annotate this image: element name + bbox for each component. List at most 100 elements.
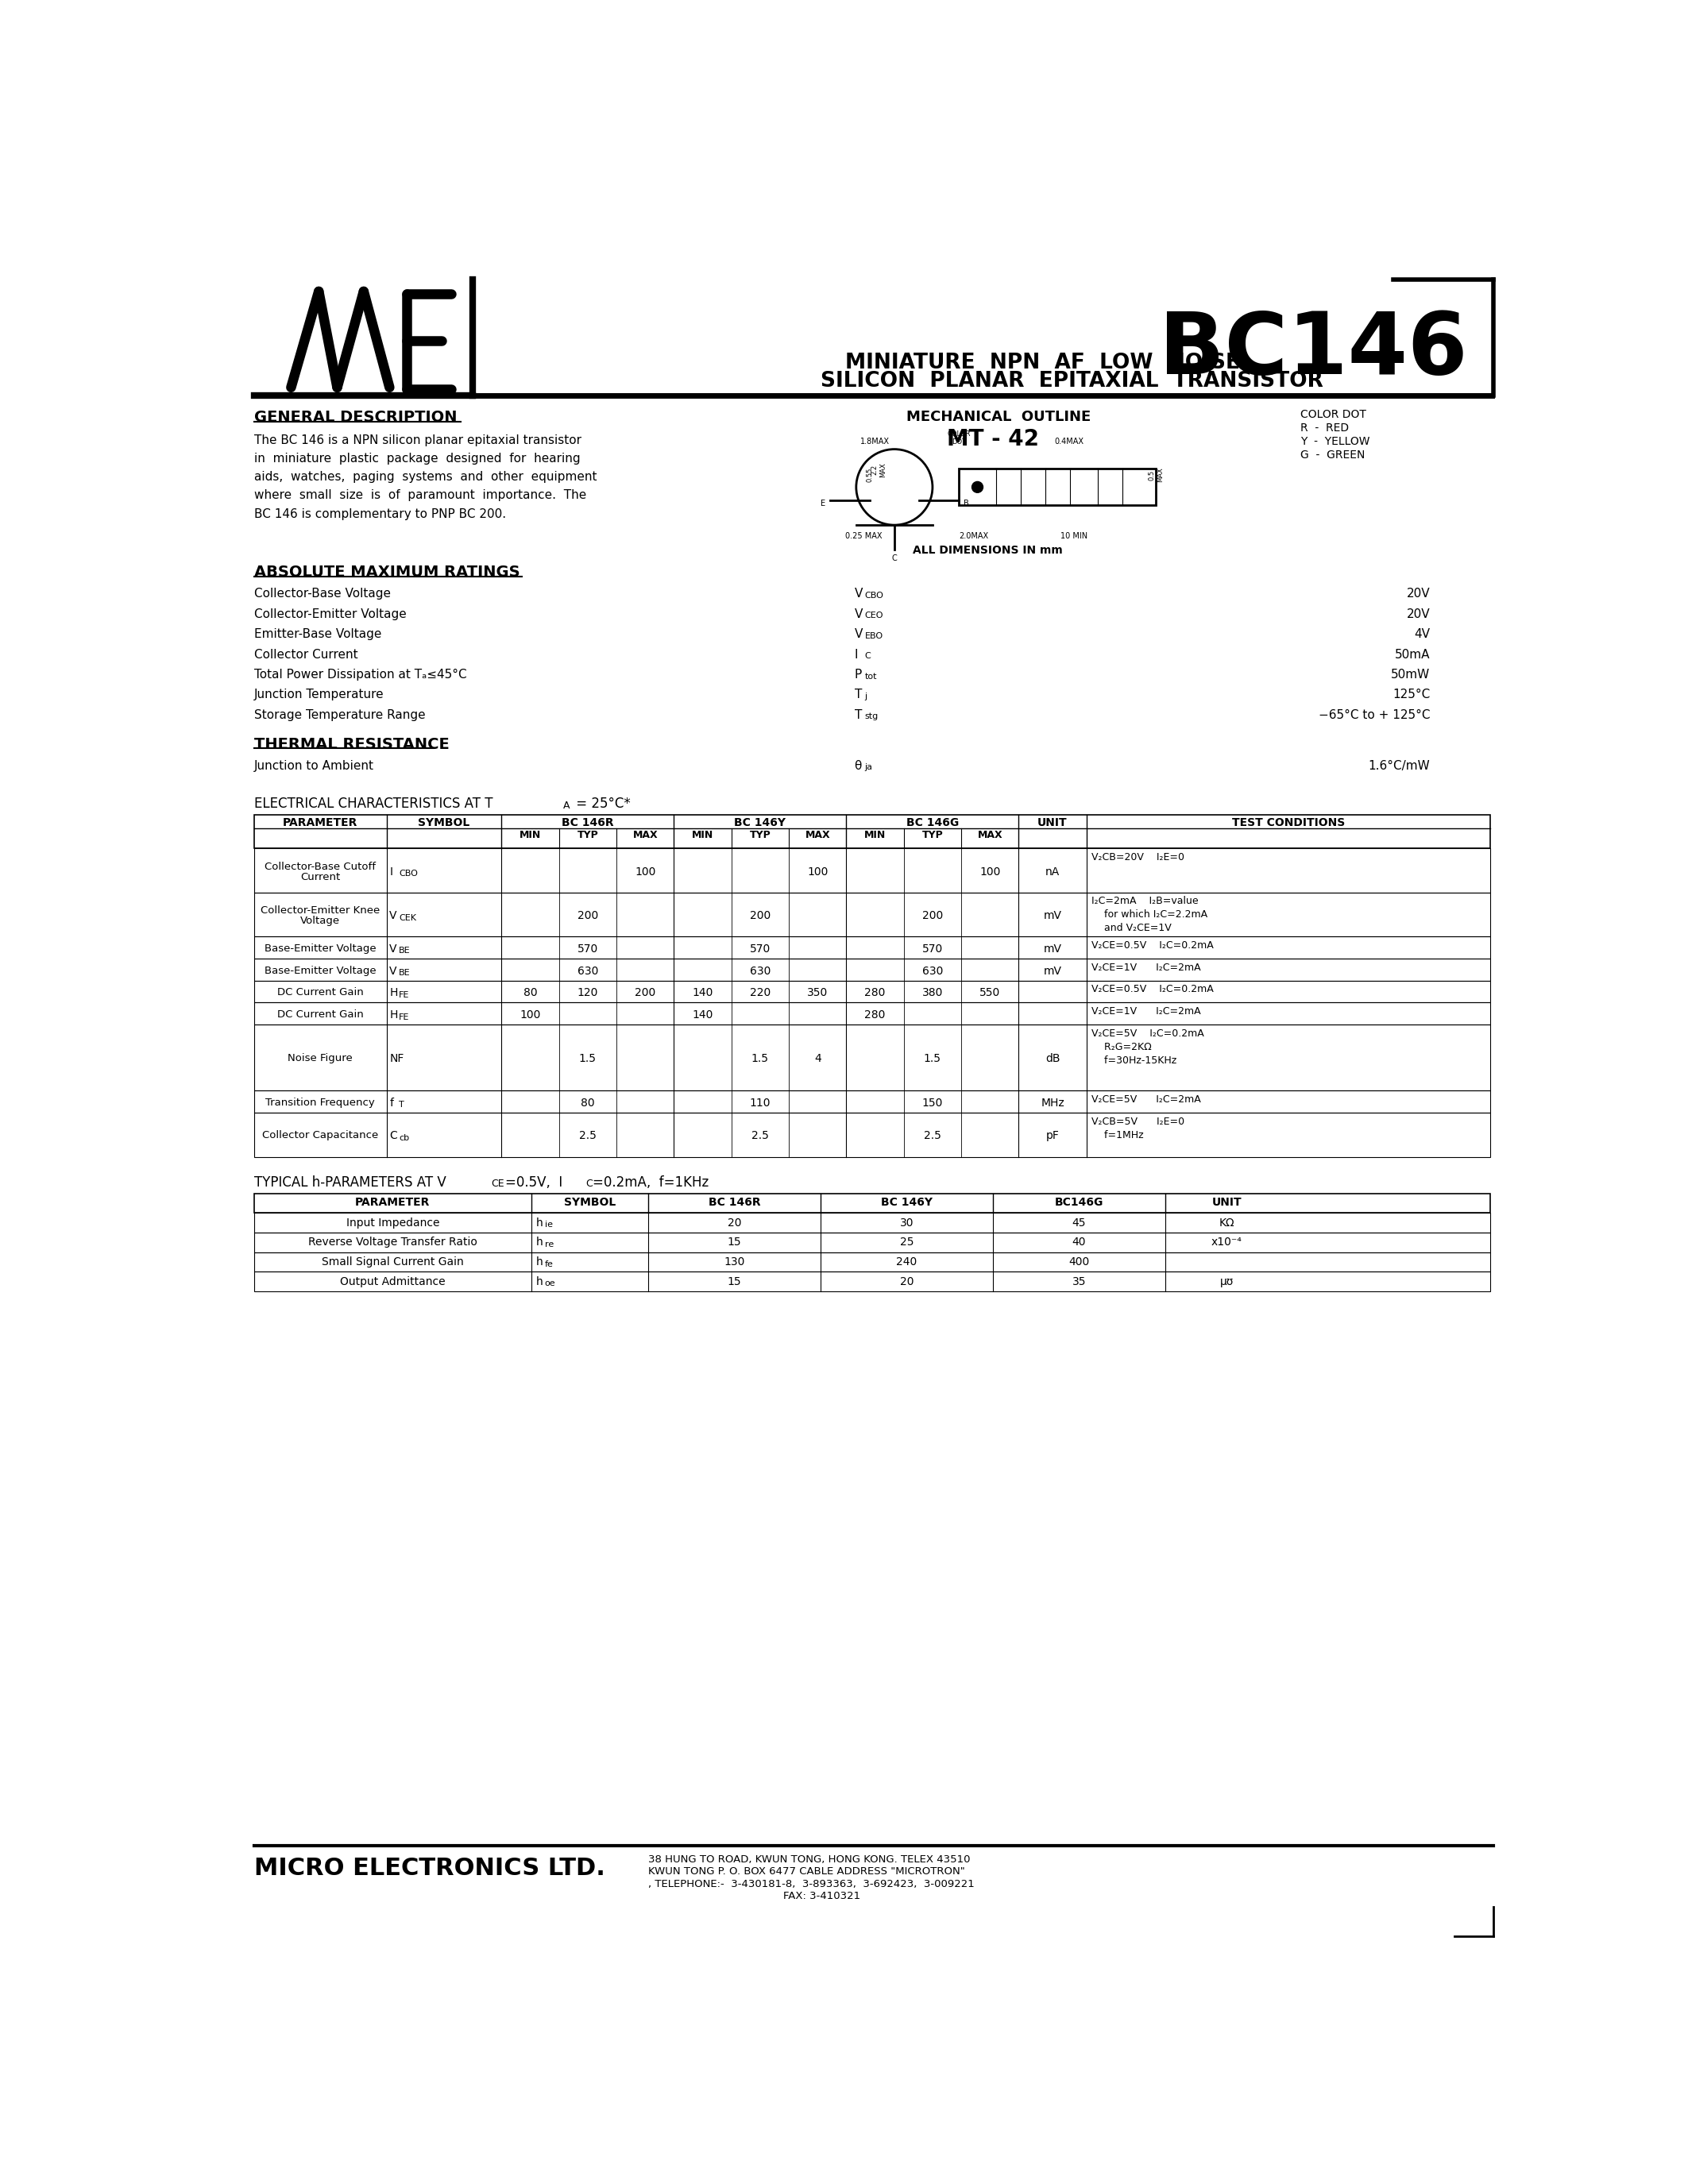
Text: f=1MHz: f=1MHz [1092, 1129, 1143, 1140]
Text: cb: cb [398, 1133, 408, 1142]
Text: j: j [864, 692, 868, 701]
Text: ALL DIMENSIONS IN mm: ALL DIMENSIONS IN mm [913, 544, 1063, 555]
Text: H: H [390, 1009, 398, 1020]
Text: θ: θ [854, 760, 863, 771]
Text: 200: 200 [577, 911, 598, 922]
Text: mV: mV [1043, 965, 1062, 976]
Text: E: E [820, 500, 825, 507]
Text: re: re [545, 1241, 554, 1249]
Text: oe: oe [545, 1280, 555, 1289]
Text: pF: pF [1047, 1131, 1060, 1142]
Text: 20: 20 [728, 1216, 741, 1227]
Text: =0.2mA,  f=1KHz: =0.2mA, f=1KHz [592, 1175, 709, 1190]
Text: Collector-Base Cutoff: Collector-Base Cutoff [265, 860, 376, 871]
Bar [255, 1024, 1491, 1090]
Text: 110: 110 [749, 1096, 771, 1109]
Text: where  small  size  is  of  paramount  importance.  The: where small size is of paramount importa… [255, 489, 586, 502]
Text: Collector-Base Voltage: Collector-Base Voltage [255, 587, 390, 601]
Text: Voltage: Voltage [300, 915, 341, 926]
Text: CEK: CEK [398, 913, 417, 922]
Text: h: h [537, 1275, 544, 1286]
Text: V₂CE=1V      I₂C=2mA: V₂CE=1V I₂C=2mA [1092, 963, 1200, 972]
Text: 350: 350 [807, 987, 829, 998]
Text: BC 146Y: BC 146Y [881, 1197, 932, 1208]
Text: f: f [390, 1096, 393, 1109]
Text: BC 146G: BC 146G [906, 817, 959, 828]
Text: 25: 25 [900, 1236, 913, 1247]
Text: MAX: MAX [977, 830, 1003, 841]
Text: Total Power Dissipation at Tₐ≤45°C: Total Power Dissipation at Tₐ≤45°C [255, 668, 466, 681]
Text: 20: 20 [900, 1275, 913, 1286]
Text: Reverse Voltage Transfer Ratio: Reverse Voltage Transfer Ratio [307, 1236, 478, 1247]
Text: KΩ: KΩ [1219, 1216, 1234, 1227]
Text: THERMAL RESISTANCE: THERMAL RESISTANCE [255, 736, 449, 751]
Text: C: C [586, 1179, 592, 1188]
Bar [255, 1212, 1491, 1232]
Text: BC146: BC146 [1160, 308, 1467, 393]
Text: TEST CONDITIONS: TEST CONDITIONS [1232, 817, 1345, 828]
Text: 630: 630 [749, 965, 771, 976]
Text: Junction to Ambient: Junction to Ambient [255, 760, 375, 771]
Text: for which I₂C=2.2mA: for which I₂C=2.2mA [1092, 911, 1207, 919]
Text: Storage Temperature Range: Storage Temperature Range [255, 710, 425, 721]
Text: 1.8MAX: 1.8MAX [861, 437, 890, 446]
Bar [255, 815, 1491, 850]
Text: 4V: 4V [1415, 629, 1430, 640]
Text: and V₂CE=1V: and V₂CE=1V [1092, 924, 1171, 933]
Text: =0.5V,  I: =0.5V, I [505, 1175, 562, 1190]
Text: 100: 100 [635, 867, 655, 878]
Text: The BC 146 is a NPN silicon planar epitaxial transistor: The BC 146 is a NPN silicon planar epita… [255, 435, 581, 446]
Text: Base-Emitter Voltage: Base-Emitter Voltage [265, 965, 376, 976]
Text: FAX: 3-410321: FAX: 3-410321 [783, 1891, 861, 1902]
Text: C: C [390, 1131, 397, 1142]
Text: BE: BE [398, 970, 410, 976]
Text: fe: fe [545, 1260, 554, 1269]
Text: T: T [854, 710, 863, 721]
Text: mV: mV [1043, 911, 1062, 922]
Text: MECHANICAL  OUTLINE: MECHANICAL OUTLINE [906, 411, 1090, 424]
Text: 140: 140 [692, 1009, 712, 1020]
Text: 50mW: 50mW [1391, 668, 1430, 681]
Text: C: C [891, 555, 896, 561]
Text: Collector Capacitance: Collector Capacitance [262, 1131, 378, 1140]
Text: 35: 35 [1072, 1275, 1085, 1286]
Text: μʊ: μʊ [1220, 1275, 1234, 1286]
Text: NF: NF [390, 1053, 403, 1064]
Text: PARAMETER: PARAMETER [354, 1197, 430, 1208]
Text: PARAMETER: PARAMETER [284, 817, 358, 828]
Text: SYMBOL: SYMBOL [564, 1197, 616, 1208]
Text: V: V [390, 965, 397, 976]
Text: 4: 4 [814, 1053, 820, 1064]
Text: V₂CB=20V    I₂E=0: V₂CB=20V I₂E=0 [1092, 852, 1185, 863]
Text: DC Current Gain: DC Current Gain [277, 1009, 363, 1020]
Text: , TELEPHONE:-  3-430181-8,  3-893363,  3-692423,  3-009221: , TELEPHONE:- 3-430181-8, 3-893363, 3-69… [648, 1878, 974, 1889]
Text: TYP: TYP [749, 830, 771, 841]
Text: BE: BE [398, 948, 410, 954]
Text: CEO: CEO [864, 612, 883, 620]
Text: DC Current Gain: DC Current Gain [277, 987, 363, 998]
Text: V₂CE=1V      I₂C=2mA: V₂CE=1V I₂C=2mA [1092, 1007, 1200, 1016]
Text: Output Admittance: Output Admittance [339, 1275, 446, 1286]
Text: BC146G: BC146G [1055, 1197, 1104, 1208]
Bar [255, 1192, 1491, 1212]
Text: 125°C: 125°C [1393, 688, 1430, 701]
Bar [255, 981, 1491, 1002]
Text: CE: CE [491, 1179, 505, 1188]
Text: dB: dB [1045, 1053, 1060, 1064]
Text: C: C [864, 653, 871, 660]
Text: UNIT: UNIT [1212, 1197, 1242, 1208]
Text: R  -  RED: R - RED [1301, 422, 1349, 432]
Text: COLOR DOT: COLOR DOT [1301, 408, 1367, 419]
Text: 280: 280 [864, 1009, 886, 1020]
Text: V₂CE=5V    I₂C=0.2mA: V₂CE=5V I₂C=0.2mA [1092, 1029, 1204, 1040]
Text: 45: 45 [1072, 1216, 1085, 1227]
Text: 1.5: 1.5 [579, 1053, 596, 1064]
Text: = 25°C*: = 25°C* [572, 797, 630, 810]
Text: I: I [854, 649, 858, 660]
Text: B: B [964, 500, 969, 507]
Text: 2.2
MAX: 2.2 MAX [871, 463, 886, 478]
Text: R₂G=2KΩ: R₂G=2KΩ [1092, 1042, 1151, 1053]
Text: Collector-Emitter Voltage: Collector-Emitter Voltage [255, 607, 407, 620]
Text: 200: 200 [749, 911, 770, 922]
Text: 2.5: 2.5 [751, 1131, 768, 1142]
